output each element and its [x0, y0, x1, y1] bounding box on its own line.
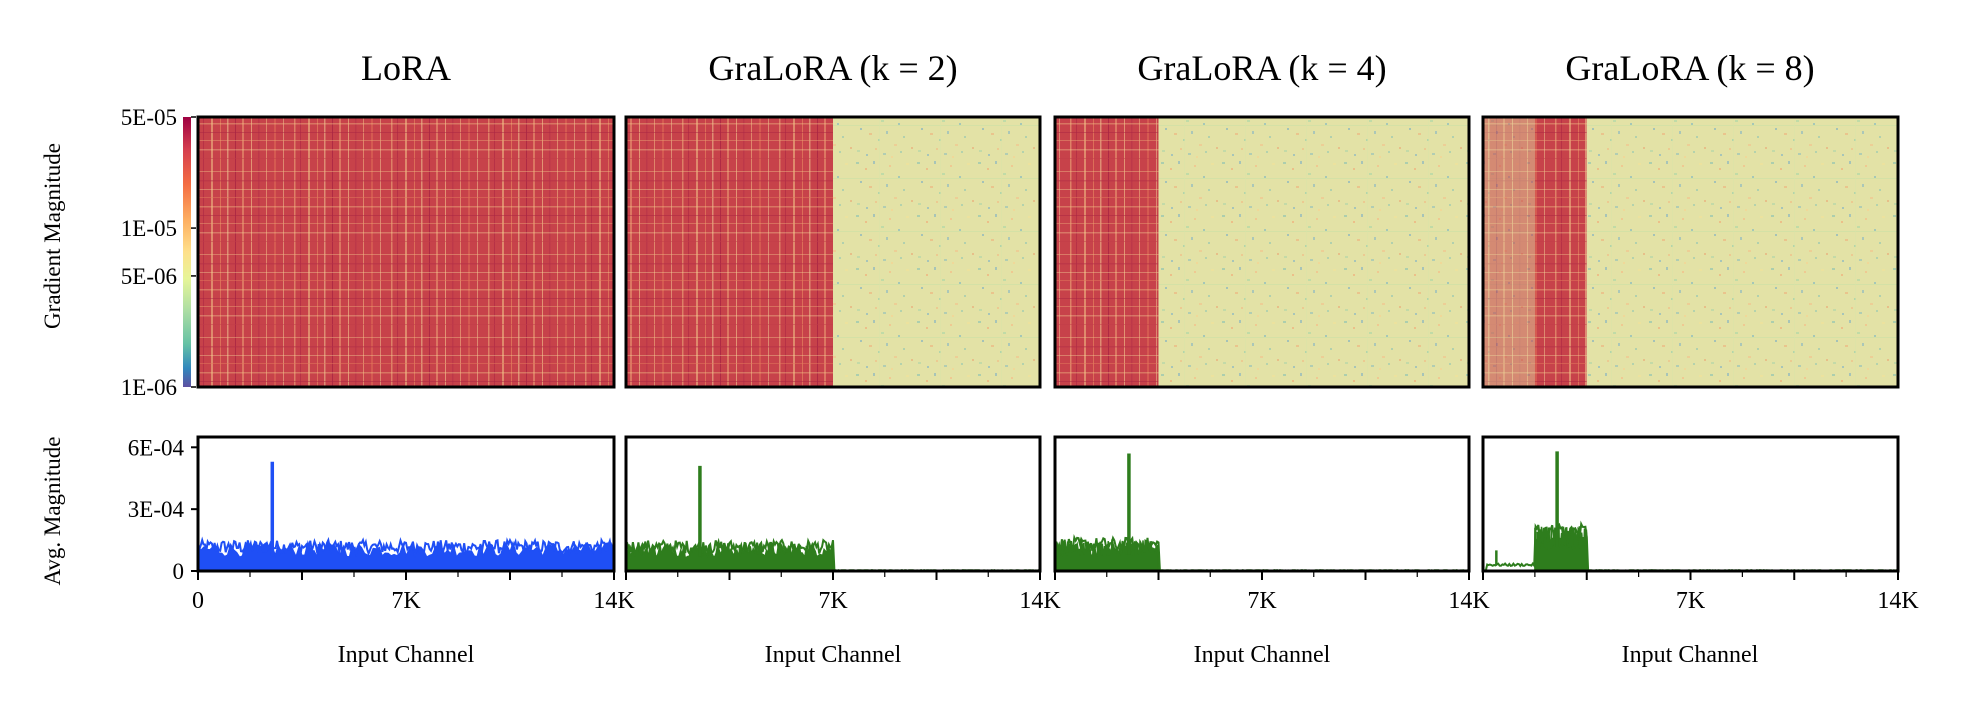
magnitude-area [1054, 538, 1160, 572]
line-plot [624, 435, 1042, 573]
heatmap [1481, 115, 1900, 389]
panel-title: GraLoRA (k = 4) [1137, 48, 1386, 88]
panel-gralora-k2: GraLoRA (k = 2) 7K 14K Input Channel [624, 48, 1061, 668]
x-axis-label: Input Channel [1194, 642, 1331, 668]
x-tick-label: 7K [1247, 588, 1277, 614]
heatmap [196, 115, 616, 389]
magnitude-line [197, 536, 615, 558]
x-axis-label: Input Channel [765, 642, 902, 668]
colorbar-tick-label: 5E-05 [121, 105, 177, 130]
x-tick-label: 7K [391, 588, 421, 614]
line-plot [196, 435, 616, 573]
heatmap-frame [1053, 115, 1471, 389]
line-y-axis: 6E-04 3E-04 0 [128, 435, 198, 584]
heatmap-ylabel: Gradient Magnitude [40, 143, 65, 329]
colorbar [183, 117, 191, 387]
x-axis: 7K 14K [1482, 571, 1919, 614]
x-tick-label: 14K [593, 588, 635, 614]
x-axis: 0 7K 14K [192, 571, 635, 614]
heatmap-frame [624, 115, 1042, 389]
y-tick-label: 3E-04 [128, 497, 185, 522]
panel-title: GraLoRA (k = 8) [1565, 48, 1814, 88]
y-tick-label: 6E-04 [128, 435, 185, 460]
x-tick-label: 0 [192, 588, 204, 614]
colorbar-ticks: 5E-05 1E-05 5E-06 1E-06 [121, 105, 196, 400]
panel-lora: LoRA 0 7K 14K Input Channel [192, 48, 635, 668]
y-tick-label: 0 [173, 559, 185, 584]
heatmap-high-region [198, 117, 614, 387]
x-axis-label: Input Channel [338, 642, 475, 668]
panel-title: GraLoRA (k = 2) [708, 48, 957, 88]
magnitude-area [625, 541, 834, 572]
x-tick-label: 7K [818, 588, 848, 614]
heatmap-high-region [626, 117, 833, 387]
heatmap-frame [1481, 115, 1900, 389]
line-ylabel: Avg. Magnitude [40, 436, 65, 585]
panel-gralora-k8: GraLoRA (k = 8) 7K 14K Input Channel [1481, 48, 1919, 668]
colorbar-tick-label: 1E-05 [121, 216, 177, 241]
heatmap-frame [196, 115, 616, 389]
colorbar-tick-label: 1E-06 [121, 375, 177, 400]
heatmap-high-region [1055, 117, 1159, 387]
heatmap [624, 115, 1042, 389]
x-axis: 7K 14K [625, 571, 1061, 614]
heatmap-mid-region [1483, 117, 1535, 387]
x-tick-label: 14K [1019, 588, 1061, 614]
x-tick-label: 14K [1877, 588, 1919, 614]
heatmap [1053, 115, 1471, 389]
panel-gralora-k4: GraLoRA (k = 4) 7K 14K Input Channel [1053, 48, 1490, 668]
colorbar-tick-label: 5E-06 [121, 264, 177, 289]
line-plot [1053, 435, 1471, 573]
x-axis-label: Input Channel [1622, 642, 1759, 668]
line-plot [1481, 435, 1900, 573]
x-tick-label: 14K [1448, 588, 1490, 614]
x-axis: 7K 14K [1054, 571, 1490, 614]
x-tick-label: 7K [1676, 588, 1706, 614]
panel-title: LoRA [361, 48, 451, 88]
heatmap-high-region [1534, 117, 1587, 387]
